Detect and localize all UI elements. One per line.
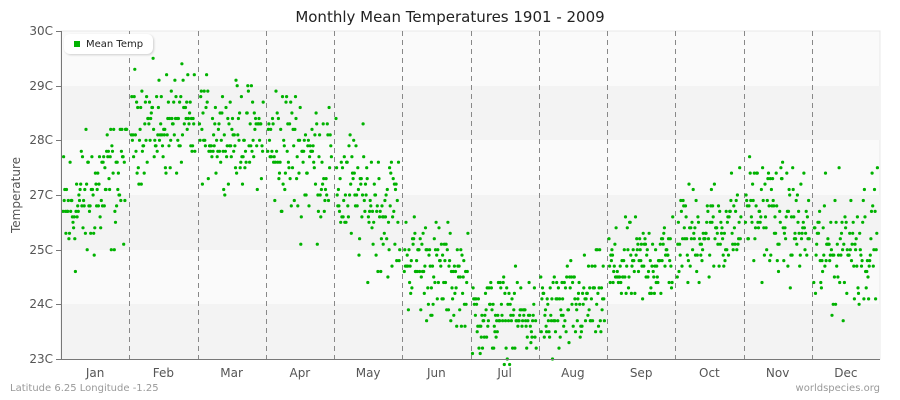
y-tick-label: 27C: [29, 188, 53, 202]
legend: Mean Temp: [64, 34, 154, 54]
y-tick-label: 30C: [29, 24, 53, 38]
y-tick-label: 23C: [29, 352, 53, 366]
x-tick-label: Feb: [153, 366, 174, 380]
x-tick-label: Aug: [561, 366, 584, 380]
location-caption: Latitude 6.25 Longitude -1.25: [10, 383, 159, 394]
x-tick-label: Sep: [630, 366, 653, 380]
y-tick-label: 29C: [29, 79, 53, 93]
x-tick-label: Oct: [699, 366, 720, 380]
source-caption: worldspecies.org: [795, 383, 880, 394]
y-axis-title: Temperature: [9, 157, 23, 234]
y-tick-label: 28C: [29, 133, 53, 147]
legend-label: Mean Temp: [86, 38, 144, 50]
y-tick-label: 25C: [29, 243, 53, 257]
x-tick-label: May: [356, 366, 381, 380]
x-tick-label: Apr: [289, 366, 310, 380]
chart-title: Monthly Mean Temperatures 1901 - 2009: [295, 8, 605, 26]
x-tick-label: Mar: [220, 366, 243, 380]
x-tick-label: Jan: [85, 366, 105, 380]
x-tick-label: Nov: [766, 366, 789, 380]
x-tick-label: Jul: [496, 366, 511, 380]
axes: 30C 29C 28C 27C 25C 24C 23C Jan Feb Mar Apr May Jun J…: [29, 24, 880, 380]
y-tick-label: 24C: [29, 297, 53, 311]
x-tick-label: Dec: [834, 366, 857, 380]
data-points: [61, 56, 880, 367]
x-tick-label: Jun: [426, 366, 446, 380]
legend-swatch-icon: [74, 41, 80, 47]
grid-bands: [60, 30, 881, 360]
